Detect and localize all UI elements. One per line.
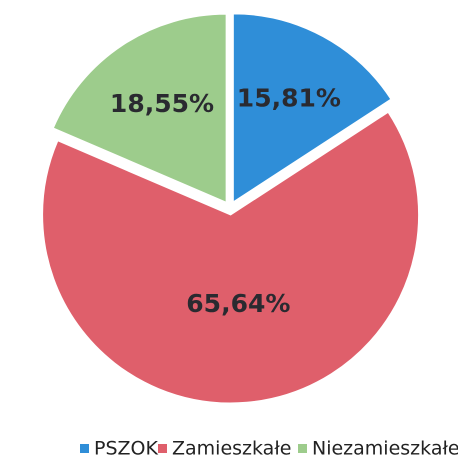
legend-swatch (298, 444, 307, 453)
value-label: 15,81% (237, 83, 341, 112)
value-label: 65,64% (186, 289, 290, 318)
legend-label: Niezamieszkałe (312, 438, 458, 460)
legend-label: PSZOK (94, 438, 158, 460)
value-label: 18,55% (110, 89, 214, 118)
legend-swatch (158, 444, 167, 453)
legend-swatch (80, 444, 89, 453)
legend-label: Zamieszkałe (172, 438, 291, 460)
pie-slice (52, 13, 227, 203)
pie-slice (42, 111, 420, 404)
pie-slice (232, 13, 392, 203)
